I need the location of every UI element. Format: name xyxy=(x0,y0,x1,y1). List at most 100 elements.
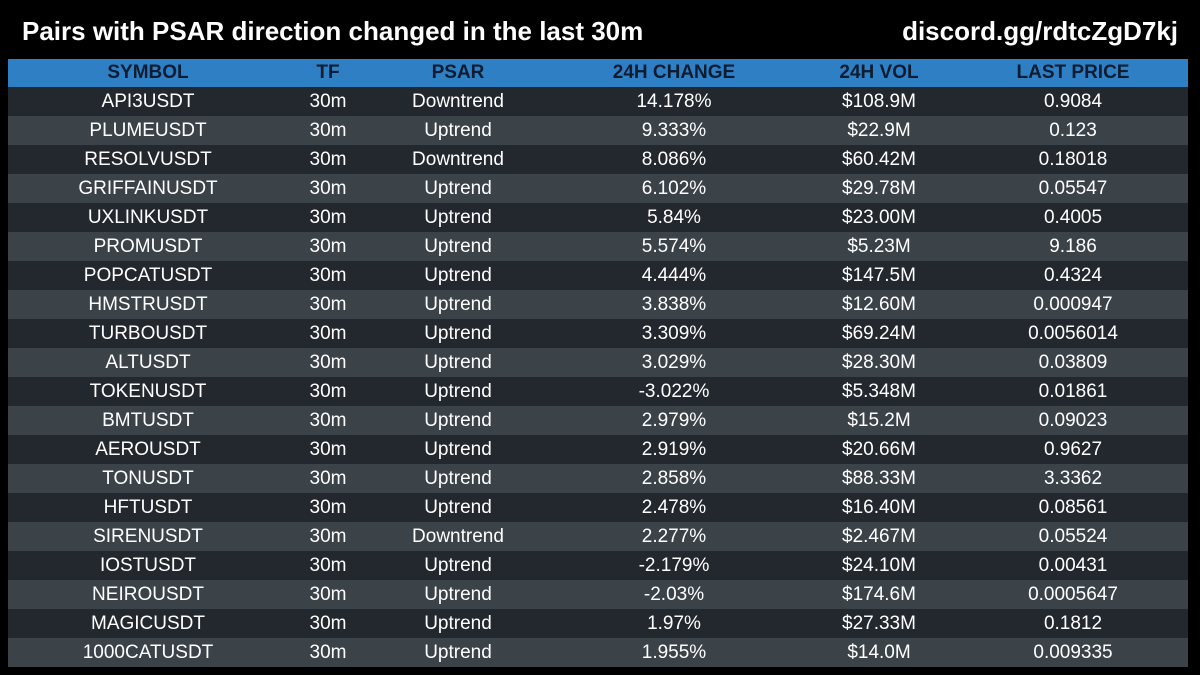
cell-symbol: 1000CATUSDT xyxy=(82,642,214,663)
table-row: PLUMEUSDT 30m Uptrend 9.333% $22.9M 0.123 xyxy=(8,116,1188,145)
column-header-tf: TF xyxy=(316,62,340,83)
cell-psar: Uptrend xyxy=(424,613,492,634)
cell-tf: 30m xyxy=(309,584,347,605)
cell-24h-change: 3.838% xyxy=(641,294,707,315)
cell-24h-vol: $29.78M xyxy=(842,178,916,199)
cell-24h-change: 2.858% xyxy=(641,468,707,489)
cell-symbol: TOKENUSDT xyxy=(89,381,207,402)
cell-24h-vol: $27.33M xyxy=(842,613,916,634)
cell-tf: 30m xyxy=(309,207,347,228)
cell-last-price: 0.05547 xyxy=(1038,178,1108,199)
cell-24h-vol: $174.6M xyxy=(842,584,916,605)
cell-psar: Uptrend xyxy=(424,236,492,257)
column-header-24h-change: 24H CHANGE xyxy=(612,62,736,83)
cell-psar: Uptrend xyxy=(424,323,492,344)
cell-tf: 30m xyxy=(309,323,347,344)
column-header-24h-vol: 24H VOL xyxy=(839,62,919,83)
cell-24h-vol: $69.24M xyxy=(842,323,916,344)
cell-24h-vol: $24.10M xyxy=(842,555,916,576)
cell-24h-vol: $14.0M xyxy=(847,642,911,663)
table-row: HMSTRUSDT 30m Uptrend 3.838% $12.60M 0.000947 xyxy=(8,290,1188,319)
cell-last-price: 0.000947 xyxy=(1033,294,1113,315)
cell-last-price: 3.3362 xyxy=(1043,468,1103,489)
cell-24h-vol: $20.66M xyxy=(842,439,916,460)
cell-24h-vol: $16.40M xyxy=(842,497,916,518)
cell-last-price: 0.4005 xyxy=(1043,207,1103,228)
discord-link[interactable]: discord.gg/rdtcZgD7kj xyxy=(902,16,1178,46)
cell-symbol: TURBOUSDT xyxy=(88,323,208,344)
cell-psar: Uptrend xyxy=(424,410,492,431)
cell-psar: Uptrend xyxy=(424,439,492,460)
cell-last-price: 0.4324 xyxy=(1043,265,1103,286)
cell-24h-change: 2.478% xyxy=(641,497,707,518)
cell-24h-change: 8.086% xyxy=(641,149,707,170)
cell-24h-change: 2.277% xyxy=(641,526,707,547)
table-row: POPCATUSDT 30m Uptrend 4.444% $147.5M 0.4324 xyxy=(8,261,1188,290)
cell-symbol: TONUSDT xyxy=(102,468,194,489)
title-bar: Pairs with PSAR direction changed in the… xyxy=(0,0,1200,58)
cell-symbol: MAGICUSDT xyxy=(91,613,205,634)
cell-last-price: 0.1812 xyxy=(1043,613,1103,634)
cell-symbol: PROMUSDT xyxy=(93,236,203,257)
cell-24h-change: 3.029% xyxy=(641,352,707,373)
cell-24h-change: 2.919% xyxy=(641,439,707,460)
cell-symbol: PLUMEUSDT xyxy=(89,120,207,141)
cell-24h-vol: $5.348M xyxy=(842,381,916,402)
cell-symbol: AEROUSDT xyxy=(95,439,201,460)
table-row: SIRENUSDT 30m Downtrend 2.277% $2.467M 0.0552… xyxy=(8,522,1188,551)
cell-psar: Uptrend xyxy=(424,642,492,663)
cell-psar: Downtrend xyxy=(412,526,504,547)
cell-psar: Uptrend xyxy=(424,265,492,286)
cell-tf: 30m xyxy=(309,468,347,489)
cell-24h-change: 6.102% xyxy=(641,178,707,199)
cell-psar: Uptrend xyxy=(424,555,492,576)
table-row: NEIROUSDT 30m Uptrend -2.03% $174.6M 0.000564… xyxy=(8,580,1188,609)
cell-psar: Uptrend xyxy=(424,497,492,518)
cell-24h-change: 9.333% xyxy=(641,120,707,141)
cell-tf: 30m xyxy=(309,439,347,460)
table-row: MAGICUSDT 30m Uptrend 1.97% $27.33M 0.1812 xyxy=(8,609,1188,638)
pairs-table: SYMBOL TF PSAR 24H CHANGE 24H VOL LAST P… xyxy=(8,59,1188,667)
cell-tf: 30m xyxy=(309,381,347,402)
cell-psar: Downtrend xyxy=(412,91,504,112)
cell-tf: 30m xyxy=(309,178,347,199)
cell-tf: 30m xyxy=(309,497,347,518)
cell-tf: 30m xyxy=(309,236,347,257)
cell-last-price: 9.186 xyxy=(1049,236,1097,257)
cell-24h-change: 2.979% xyxy=(641,410,707,431)
cell-last-price: 0.01861 xyxy=(1038,381,1108,402)
table-row: API3USDT 30m Downtrend 14.178% $108.9M 0.9084 xyxy=(8,87,1188,116)
cell-tf: 30m xyxy=(309,526,347,547)
cell-tf: 30m xyxy=(309,265,347,286)
table-row: TONUSDT 30m Uptrend 2.858% $88.33M 3.3362 xyxy=(8,464,1188,493)
cell-symbol: BMTUSDT xyxy=(102,410,194,431)
cell-symbol: IOSTUSDT xyxy=(99,555,197,576)
cell-24h-change: 5.574% xyxy=(641,236,707,257)
table-row: 1000CATUSDT 30m Uptrend 1.955% $14.0M 0.00933… xyxy=(8,638,1188,667)
column-header-last-price: LAST PRICE xyxy=(1016,62,1130,83)
cell-24h-vol: $147.5M xyxy=(842,265,916,286)
column-header-symbol: SYMBOL xyxy=(107,62,189,83)
cell-24h-vol: $15.2M xyxy=(847,410,911,431)
cell-24h-change: 14.178% xyxy=(636,91,712,112)
cell-last-price: 0.0056014 xyxy=(1028,323,1118,344)
cell-last-price: 0.0005647 xyxy=(1028,584,1118,605)
cell-24h-vol: $28.30M xyxy=(842,352,916,373)
cell-tf: 30m xyxy=(309,294,347,315)
cell-symbol: GRIFFAINUSDT xyxy=(78,178,218,199)
cell-tf: 30m xyxy=(309,120,347,141)
cell-24h-vol: $12.60M xyxy=(842,294,916,315)
table-row: UXLINKUSDT 30m Uptrend 5.84% $23.00M 0.4005 xyxy=(8,203,1188,232)
cell-24h-change: 3.309% xyxy=(641,323,707,344)
cell-psar: Uptrend xyxy=(424,294,492,315)
cell-last-price: 0.09023 xyxy=(1038,410,1108,431)
cell-last-price: 0.009335 xyxy=(1033,642,1113,663)
cell-24h-vol: $5.23M xyxy=(847,236,911,257)
table-row: TOKENUSDT 30m Uptrend -3.022% $5.348M 0.01861 xyxy=(8,377,1188,406)
cell-symbol: SIRENUSDT xyxy=(93,526,203,547)
cell-24h-vol: $23.00M xyxy=(842,207,916,228)
cell-last-price: 0.05524 xyxy=(1038,526,1108,547)
table-header-row: SYMBOL TF PSAR 24H CHANGE 24H VOL LAST P… xyxy=(8,59,1188,87)
table-row: RESOLVUSDT 30m Downtrend 8.086% $60.42M 0.180… xyxy=(8,145,1188,174)
